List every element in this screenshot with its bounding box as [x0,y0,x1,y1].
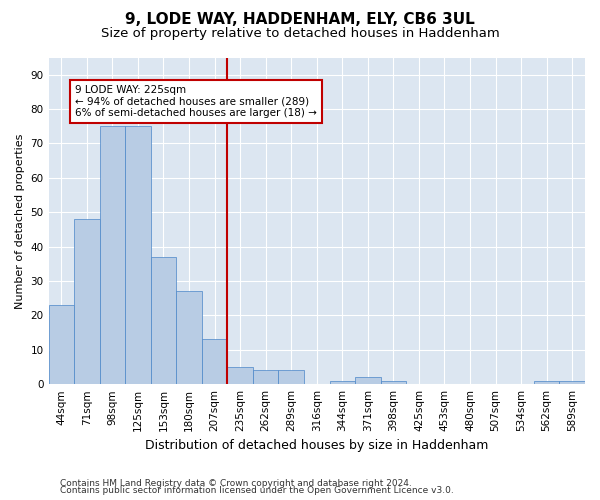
Bar [355,378,380,384]
Bar [329,380,355,384]
Bar [253,370,278,384]
Bar [559,380,585,384]
X-axis label: Distribution of detached houses by size in Haddenham: Distribution of detached houses by size … [145,440,488,452]
Bar [49,305,74,384]
Bar [176,292,202,384]
Bar [74,219,100,384]
Y-axis label: Number of detached properties: Number of detached properties [15,133,25,308]
Text: Contains HM Land Registry data © Crown copyright and database right 2024.: Contains HM Land Registry data © Crown c… [60,478,412,488]
Bar [151,257,176,384]
Text: Size of property relative to detached houses in Haddenham: Size of property relative to detached ho… [101,28,499,40]
Bar [100,126,125,384]
Text: 9 LODE WAY: 225sqm
← 94% of detached houses are smaller (289)
6% of semi-detache: 9 LODE WAY: 225sqm ← 94% of detached hou… [76,85,317,118]
Bar [227,367,253,384]
Text: Contains public sector information licensed under the Open Government Licence v3: Contains public sector information licen… [60,486,454,495]
Text: 9, LODE WAY, HADDENHAM, ELY, CB6 3UL: 9, LODE WAY, HADDENHAM, ELY, CB6 3UL [125,12,475,28]
Bar [278,370,304,384]
Bar [125,126,151,384]
Bar [202,340,227,384]
Bar [534,380,559,384]
Bar [380,380,406,384]
